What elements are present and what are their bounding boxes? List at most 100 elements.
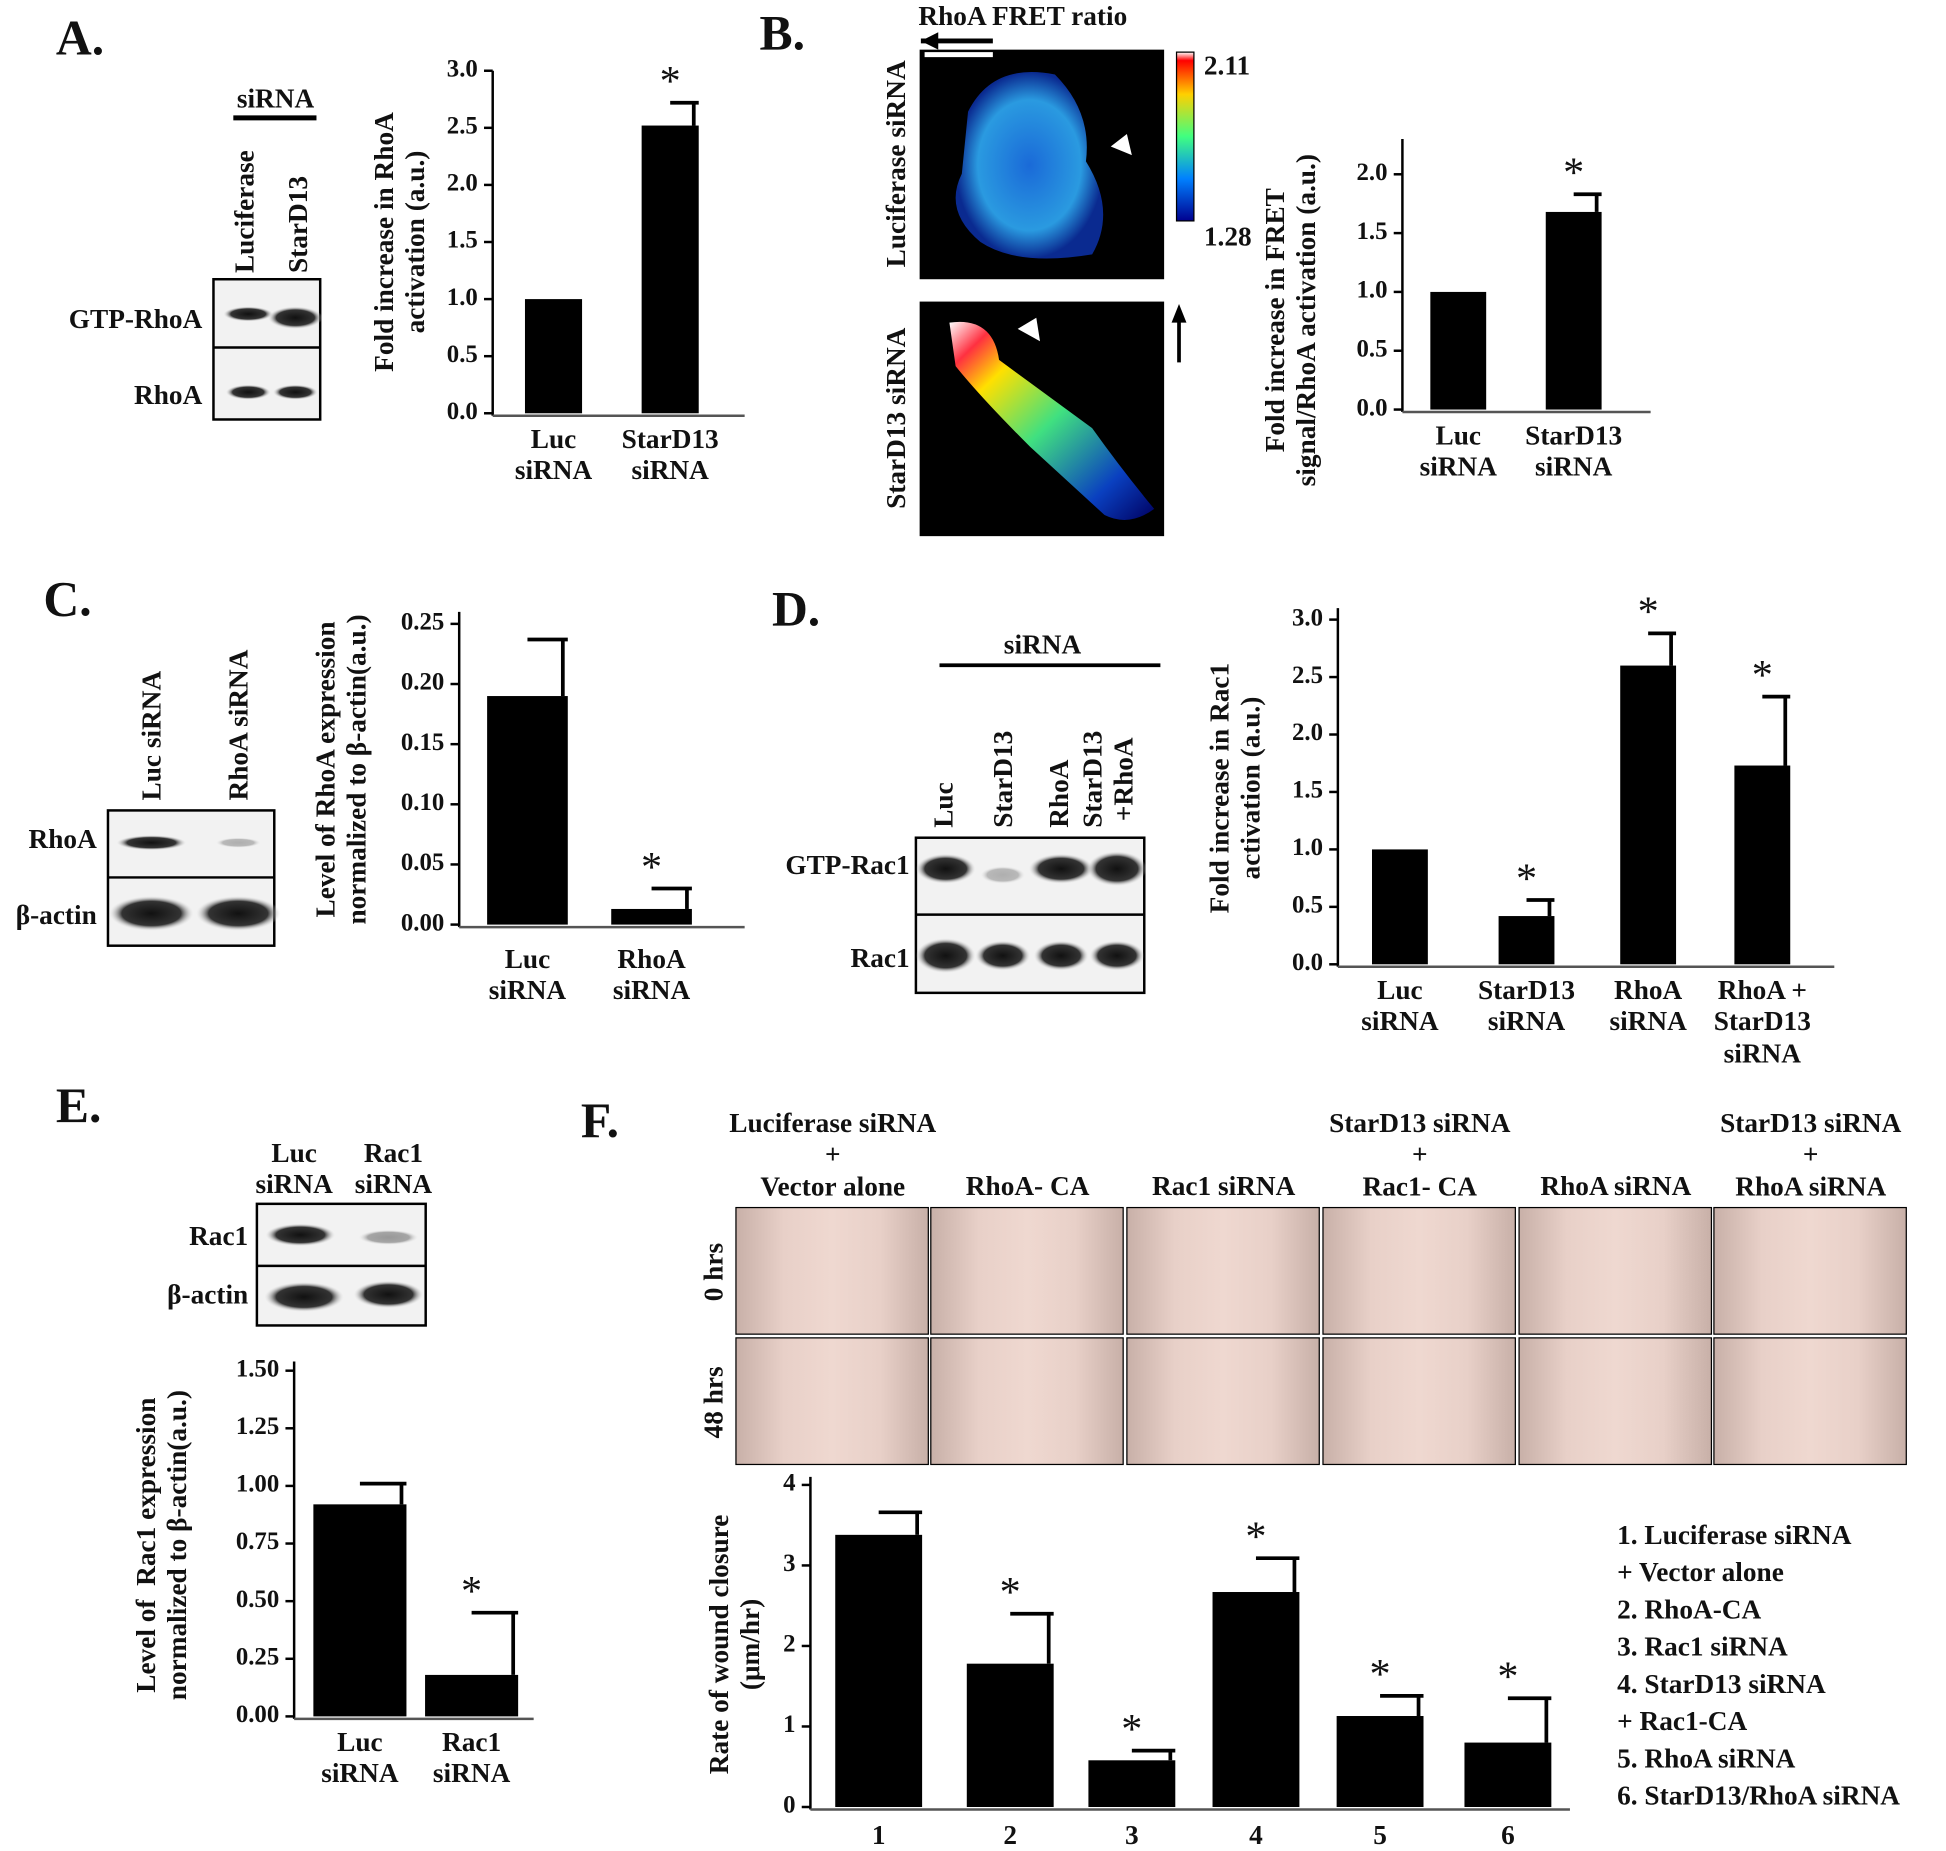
x-tick-label: Luc siRNA [321, 1726, 399, 1789]
wound-image [930, 1337, 1124, 1466]
bar [1734, 765, 1791, 965]
significance-star: * [1638, 589, 1659, 636]
lane-label: RhoA siRNA [222, 649, 254, 801]
image-row-label: 0 hrs [697, 1242, 729, 1302]
y-axis-title: Fold increase in FRET signal/RhoA activa… [1259, 154, 1322, 487]
y-tick-label: 0.75 [236, 1528, 279, 1555]
image-row-label: Luciferase siRNA [880, 60, 912, 268]
y-tick-label: 0.05 [401, 849, 444, 876]
lane-label: StarD13 [282, 175, 314, 274]
y-tick-label: 0.50 [236, 1586, 279, 1613]
fret-title: RhoA FRET ratio [918, 0, 1128, 32]
bar [1336, 1716, 1424, 1807]
column-label: StarD13 siRNA + RhoA siRNA [1720, 1107, 1902, 1201]
y-tick-label: 0.20 [401, 669, 444, 696]
error-bar [1380, 1694, 1424, 1717]
blot-group-label: siRNA [236, 82, 315, 114]
significance-star: * [1370, 1651, 1391, 1698]
x-tick-label: 5 [1373, 1819, 1387, 1851]
bar-chart: 0 1 2 3 4 * * * * * [783, 1470, 1570, 1819]
lane-label: Luc siRNA [135, 670, 167, 801]
y-tick-label: 1.5 [1357, 218, 1388, 245]
column-label: Rac1 siRNA [1152, 1169, 1296, 1201]
bar [425, 1674, 519, 1717]
y-tick-label: 1.00 [236, 1471, 279, 1498]
x-tick-label: 6 [1501, 1819, 1515, 1851]
row-label: GTP-RhoA [68, 303, 203, 335]
significance-star: * [1563, 150, 1584, 197]
lane-label: StarD13 +RhoA [1076, 730, 1140, 828]
blot-d [914, 663, 1161, 995]
y-tick-label: 2.0 [447, 170, 478, 197]
error-bar [878, 1510, 923, 1535]
y-tick-label: 0.25 [401, 609, 444, 636]
x-tick-label: 4 [1249, 1819, 1263, 1851]
y-tick-label: 1.50 [236, 1355, 279, 1382]
category-description: 6. StarD13/RhoA siRNA [1617, 1779, 1901, 1811]
error-bar [1526, 898, 1555, 917]
bar [487, 696, 568, 925]
error-bar [1131, 1748, 1176, 1761]
column-label: StarD13 siRNA + Rac1- CA [1329, 1107, 1511, 1201]
y-tick-label: 0.0 [1292, 949, 1323, 976]
wound-images [735, 1206, 1907, 1466]
x-tick-label: Luc siRNA [514, 423, 593, 486]
wound-image [735, 1206, 929, 1335]
x-tick-label: 1 [871, 1819, 886, 1851]
bar [966, 1663, 1054, 1807]
y-axis-title: Rate of wound closure (μm/hr) [703, 1514, 766, 1775]
y-tick-label: 3.0 [1292, 604, 1323, 631]
y-tick-label: 0.0 [447, 398, 478, 425]
y-tick-label: 2.0 [1292, 719, 1323, 746]
row-label: RhoA [28, 823, 97, 855]
blot-e [255, 1202, 427, 1327]
x-tick-label: RhoA siRNA [612, 943, 691, 1006]
panel-letter: D. [771, 580, 821, 637]
row-label: Rac1 [189, 1220, 249, 1252]
column-label: RhoA- CA [965, 1169, 1090, 1201]
x-tick-label: RhoA siRNA [1609, 974, 1687, 1037]
error-bar [670, 100, 699, 126]
bar [1372, 849, 1428, 965]
y-tick-label: 1.25 [236, 1413, 279, 1440]
y-axis-title: Level of RhoA expression normalized to β… [309, 614, 373, 925]
category-description: 1. Luciferase siRNA + Vector alone [1617, 1519, 1852, 1588]
bar-chart: 0.0 0.5 1.0 1.5 2.0 2.5 3.0 * [447, 55, 745, 425]
x-tick-label: Luc siRNA [1419, 419, 1497, 482]
row-label: Rac1 [850, 942, 910, 974]
bar-chart: 0.0 0.5 1.0 1.5 2.0 * [1357, 138, 1651, 421]
bar [1464, 1742, 1552, 1807]
y-tick-label: 0.00 [401, 909, 444, 936]
significance-star: * [641, 844, 662, 891]
panel-letter: E. [55, 1077, 102, 1134]
bar [611, 908, 692, 925]
significance-star: * [1752, 652, 1773, 699]
lane-label: Rac1 siRNA [354, 1137, 433, 1200]
error-bar [1573, 192, 1602, 212]
y-tick-label: 0.5 [447, 341, 478, 368]
bar [1620, 665, 1677, 965]
y-tick-label: 3 [783, 1550, 795, 1577]
bar-chart: 0.00 0.25 0.50 0.75 1.00 1.25 1.50 * [236, 1355, 534, 1728]
y-tick-label: 0 [783, 1792, 795, 1819]
y-tick-label: 1.5 [1292, 777, 1323, 804]
wound-image [1518, 1206, 1713, 1335]
y-axis-title: Fold increase in Rac1 activation (a.u.) [1203, 662, 1266, 914]
wound-image [1518, 1337, 1713, 1466]
y-tick-label: 1.0 [1357, 277, 1388, 304]
lane-label: Luciferase [228, 150, 260, 274]
x-tick-label: Luc siRNA [1361, 974, 1439, 1037]
error-bar [1255, 1556, 1300, 1593]
bar [524, 299, 583, 414]
wound-image [735, 1337, 929, 1466]
y-tick-label: 0.25 [236, 1643, 279, 1670]
category-description: 2. RhoA-CA [1617, 1593, 1762, 1625]
y-axis-title: Level of Rac1 expression normalized to β… [129, 1390, 193, 1701]
error-bar [1507, 1696, 1552, 1743]
y-tick-label: 0.0 [1357, 394, 1388, 421]
error-bar [359, 1481, 407, 1505]
x-tick-label: RhoA + StarD13 siRNA [1713, 974, 1811, 1069]
x-tick-label: 2 [1003, 1819, 1018, 1851]
lane-label: StarD13 [987, 730, 1019, 828]
